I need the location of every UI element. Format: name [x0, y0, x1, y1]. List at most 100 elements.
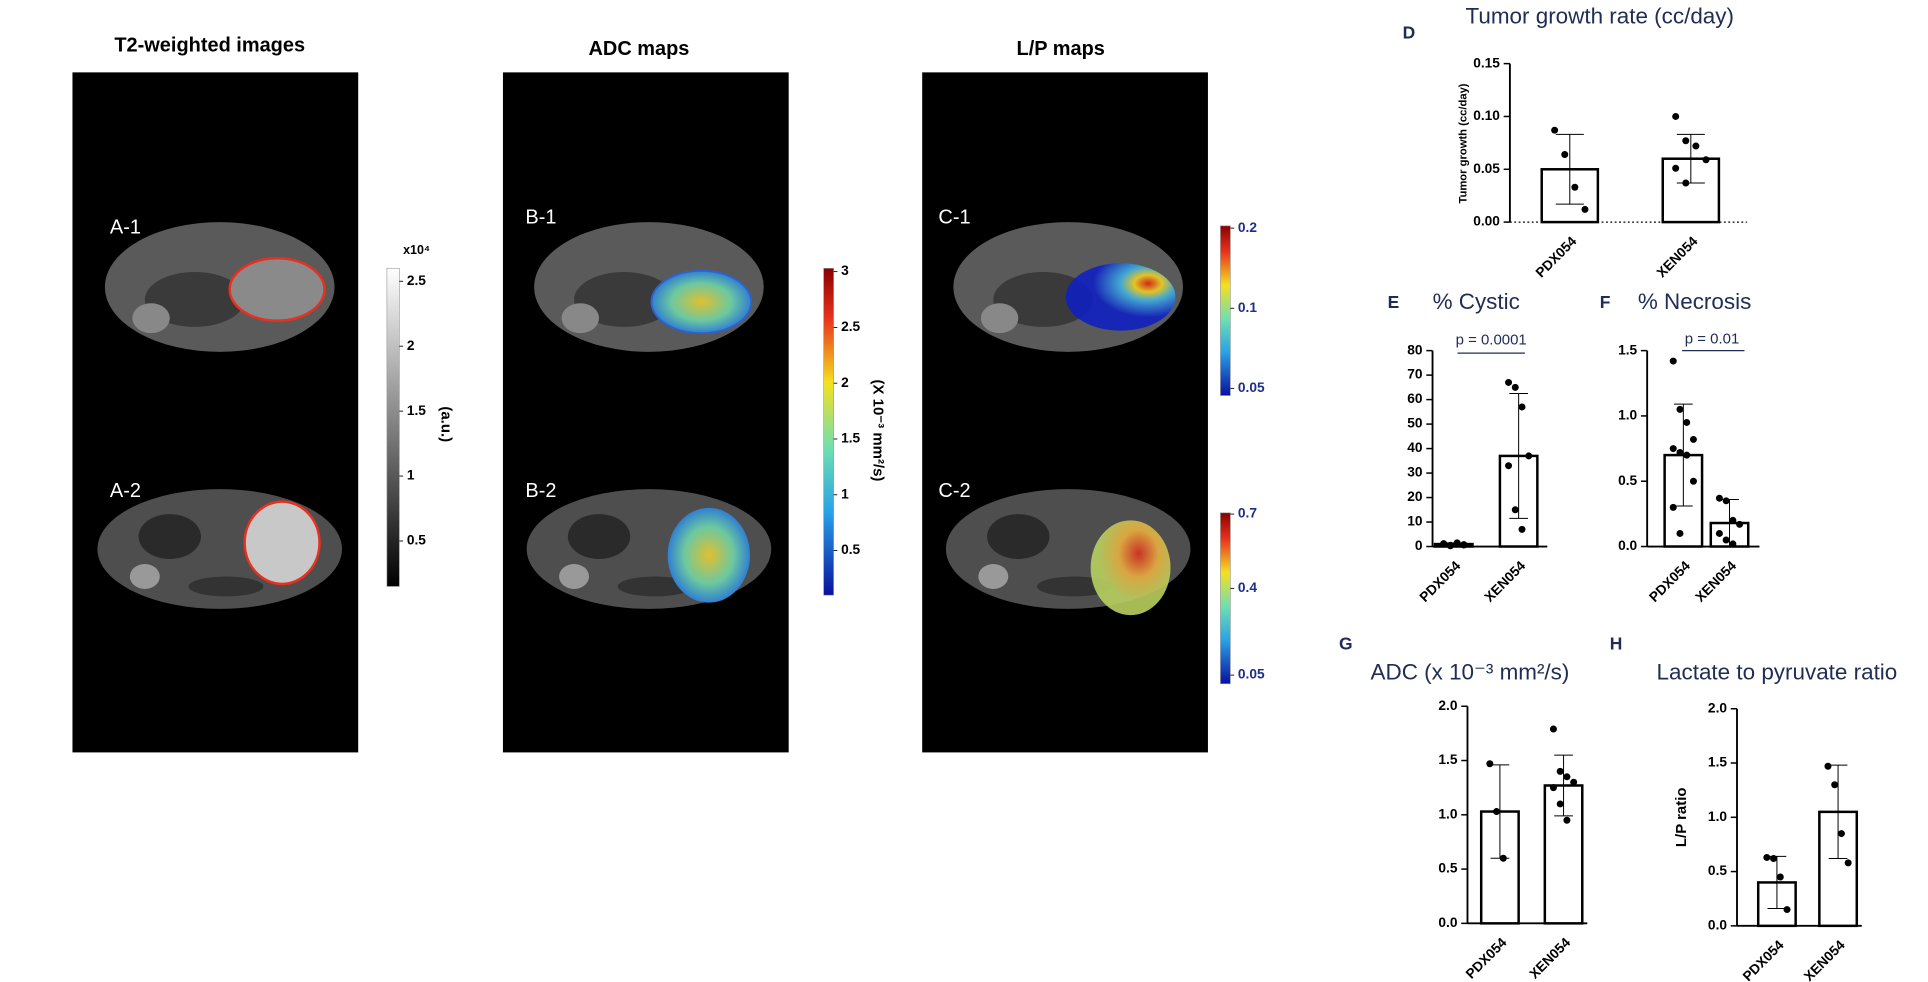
t2-panel [72, 72, 359, 753]
panel-letter: D [1403, 22, 1416, 42]
colorbar-tick-label: 0.5 [407, 533, 426, 548]
data-point [1549, 725, 1557, 733]
y-tick-label: 0.15 [1473, 55, 1500, 70]
colorbar [823, 267, 834, 596]
lp-panel [922, 72, 1208, 753]
colorbar-tick-label: 2 [407, 338, 415, 353]
colorbar-tick-label: 1.5 [841, 431, 860, 446]
y-tick-label: 0.5 [1708, 863, 1727, 878]
y-tick-label: 2.0 [1438, 698, 1457, 713]
data-point [1669, 445, 1677, 453]
data-point [1669, 357, 1677, 365]
y-tick-label: 0.0 [1708, 917, 1727, 932]
colorbar-label: (X 10⁻³ mm²/s) [869, 380, 886, 482]
chart-title: Tumor growth rate (cc/day) [1465, 3, 1733, 28]
y-tick-label: 0.5 [1618, 473, 1637, 488]
data-point [1563, 816, 1571, 824]
data-point [1440, 540, 1448, 548]
data-point [1453, 540, 1461, 548]
colorbar-tick-label: 3 [841, 263, 849, 278]
data-point [1525, 452, 1533, 460]
colorbar [1220, 512, 1231, 685]
tumor-map [1065, 263, 1176, 331]
data-point [1672, 164, 1680, 172]
y-tick-label: 30 [1407, 465, 1423, 480]
data-point [1581, 205, 1589, 213]
y-tick-label: 1.0 [1708, 809, 1727, 824]
x-tick-label: PDX054 [1417, 558, 1464, 605]
colorbar-tick-label: 0.2 [1238, 220, 1257, 235]
colorbar-multiplier: x10⁴ [403, 243, 430, 257]
data-point [1460, 541, 1468, 549]
data-point [1837, 830, 1845, 838]
y-axis-label: L/P ratio [1673, 787, 1690, 847]
data-point [1702, 156, 1710, 164]
x-tick-label: XEN054 [1654, 233, 1701, 280]
y-tick-label: 60 [1407, 391, 1423, 406]
data-point [1499, 854, 1507, 862]
data-point [1683, 451, 1691, 459]
y-tick-label: 80 [1407, 342, 1423, 357]
data-point [1493, 808, 1501, 816]
x-tick-label: PDX054 [1533, 233, 1580, 280]
image-panels: T2-weighted images ADC maps L/P maps A-1… [72, 34, 1208, 753]
data-point [1770, 855, 1778, 863]
data-point [1505, 462, 1513, 470]
data-point [1446, 542, 1454, 550]
panel-letter: G [1339, 634, 1353, 654]
data-point [1518, 403, 1526, 411]
data-point [1511, 383, 1519, 391]
annotation: p = 0.01 [1685, 330, 1740, 347]
colorbar-tick-label: 0.1 [1238, 300, 1257, 315]
data-point [1715, 494, 1723, 502]
colorbar-tick-label: 2 [841, 375, 849, 390]
data-point [1729, 516, 1737, 524]
data-point [1563, 773, 1571, 781]
data-point [1676, 448, 1684, 456]
data-point [1689, 477, 1697, 485]
data-point [1551, 126, 1559, 134]
chart-title: Lactate to pyruvate ratio [1657, 660, 1898, 685]
data-point [1844, 859, 1852, 867]
data-point [1783, 906, 1791, 914]
y-tick-label: 0.00 [1473, 214, 1500, 229]
chart-title: ADC (x 10⁻³ mm²/s) [1371, 660, 1570, 685]
y-tick-label: 1.5 [1618, 342, 1637, 357]
data-point [1692, 142, 1700, 150]
colorbar-tick-label: 0.5 [841, 542, 860, 557]
panel-letter: F [1600, 292, 1611, 312]
y-tick-label: 2.0 [1708, 700, 1727, 715]
data-point [1570, 778, 1578, 786]
data-point [1682, 179, 1690, 187]
data-point [1486, 760, 1494, 768]
data-point [1776, 873, 1784, 881]
data-point [1824, 762, 1832, 770]
tumor-map [650, 269, 753, 335]
data-point [1549, 784, 1557, 792]
data-point [1676, 529, 1684, 537]
chart-title: % Cystic [1433, 289, 1520, 314]
image-label: A-1 [110, 217, 141, 239]
colorbar-tick-label: 0.05 [1238, 667, 1265, 682]
image-label: B-2 [525, 480, 556, 502]
y-tick-label: 0.0 [1618, 538, 1637, 553]
colorbar-tick-label: 0.4 [1238, 580, 1257, 595]
image-label: A-2 [110, 480, 141, 502]
y-tick-label: 0.5 [1438, 861, 1457, 876]
y-tick-label: 0.0 [1438, 915, 1457, 930]
data-point [1571, 183, 1579, 191]
image-title: T2-weighted images [114, 34, 305, 56]
tumor-map [667, 507, 751, 603]
y-tick-label: 1.5 [1708, 755, 1727, 770]
data-point [1672, 112, 1680, 120]
colorbar [386, 267, 400, 587]
chart-title: % Necrosis [1638, 289, 1751, 314]
data-point [1505, 378, 1513, 386]
y-tick-label: 0.05 [1473, 161, 1500, 176]
y-tick-label: 0 [1415, 538, 1423, 553]
image-title: ADC maps [589, 38, 690, 60]
image-label: B-1 [525, 207, 556, 229]
y-tick-label: 40 [1407, 440, 1423, 455]
